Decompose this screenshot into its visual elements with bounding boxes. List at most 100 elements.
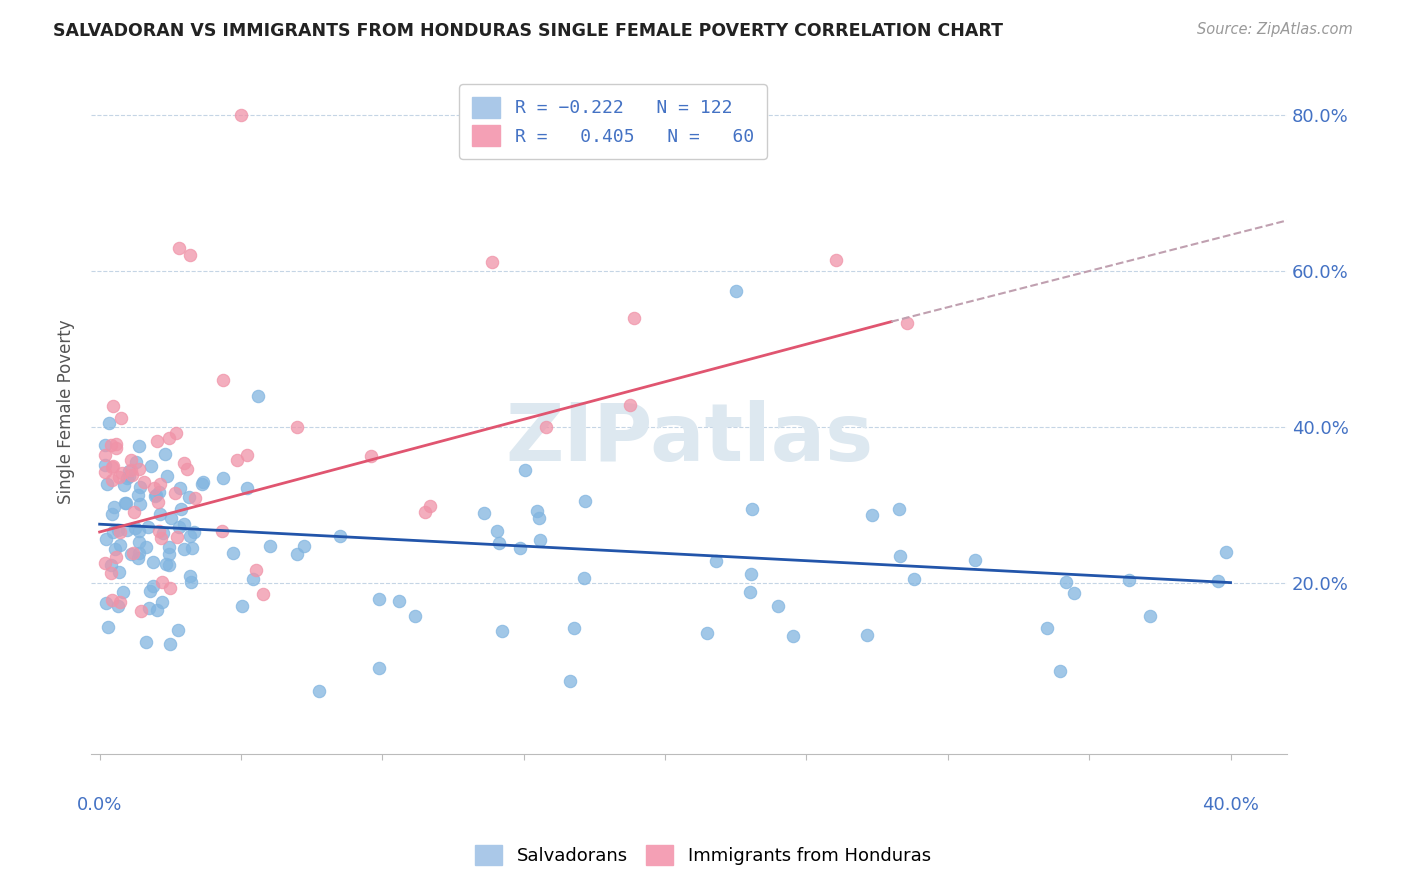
- Point: [115, 496, 138, 510]
- Point: [623, 311, 645, 326]
- Point: [138, 601, 160, 615]
- Point: [159, 511, 181, 525]
- Point: [97, 416, 120, 430]
- Point: [112, 585, 135, 599]
- Point: [179, 569, 201, 583]
- Legend: Salvadorans, Immigrants from Honduras: Salvadorans, Immigrants from Honduras: [468, 838, 938, 872]
- Point: [173, 541, 195, 556]
- Point: [226, 453, 249, 467]
- Point: [562, 621, 585, 635]
- Point: [572, 571, 595, 585]
- Point: [101, 507, 124, 521]
- Point: [94, 458, 117, 472]
- Point: [485, 524, 508, 539]
- Point: [574, 494, 596, 508]
- Point: [129, 480, 152, 494]
- Point: [142, 555, 165, 569]
- Point: [127, 551, 149, 566]
- Point: [153, 446, 176, 460]
- Point: [103, 500, 125, 515]
- Text: ZIPatlas: ZIPatlas: [505, 400, 873, 478]
- Point: [367, 661, 389, 675]
- Point: [146, 603, 169, 617]
- Point: [157, 540, 180, 554]
- Point: [229, 108, 252, 122]
- Point: [509, 541, 531, 555]
- Point: [1049, 664, 1071, 678]
- Point: [103, 459, 125, 474]
- Point: [139, 584, 162, 599]
- Point: [121, 468, 143, 483]
- Point: [529, 533, 551, 548]
- Point: [157, 558, 180, 572]
- Point: [150, 575, 173, 590]
- Point: [94, 596, 117, 610]
- Point: [165, 486, 187, 500]
- Point: [166, 623, 188, 637]
- Point: [167, 241, 190, 255]
- Point: [526, 504, 548, 518]
- Point: [135, 635, 157, 649]
- Point: [696, 626, 718, 640]
- Point: [127, 488, 149, 502]
- Point: [120, 463, 142, 477]
- Point: [1215, 545, 1237, 559]
- Point: [285, 420, 308, 434]
- Point: [96, 477, 118, 491]
- Point: [94, 448, 117, 462]
- Point: [166, 530, 188, 544]
- Point: [111, 467, 134, 481]
- Point: [191, 475, 214, 490]
- Point: [259, 539, 281, 553]
- Point: [108, 539, 131, 553]
- Point: [388, 594, 411, 608]
- Point: [107, 523, 129, 537]
- Point: [136, 520, 159, 534]
- Point: [252, 587, 274, 601]
- Point: [212, 471, 235, 485]
- Point: [128, 461, 150, 475]
- Y-axis label: Single Female Poverty: Single Female Poverty: [58, 319, 75, 504]
- Point: [156, 468, 179, 483]
- Point: [96, 532, 118, 546]
- Point: [741, 501, 763, 516]
- Point: [115, 523, 138, 537]
- Point: [155, 557, 177, 571]
- Point: [118, 464, 141, 478]
- Point: [152, 525, 174, 540]
- Point: [527, 510, 550, 524]
- Point: [738, 585, 761, 599]
- Point: [132, 475, 155, 490]
- Legend: R = −0.222   N = 122, R =   0.405   N =   60: R = −0.222 N = 122, R = 0.405 N = 60: [458, 85, 766, 159]
- Point: [143, 489, 166, 503]
- Point: [181, 541, 204, 555]
- Point: [235, 449, 257, 463]
- Point: [110, 411, 132, 425]
- Point: [94, 438, 117, 452]
- Point: [184, 491, 207, 505]
- Point: [903, 572, 925, 586]
- Point: [150, 531, 173, 545]
- Point: [706, 554, 728, 568]
- Text: 0.0%: 0.0%: [77, 797, 122, 814]
- Point: [128, 534, 150, 549]
- Text: 40.0%: 40.0%: [1202, 797, 1258, 814]
- Point: [157, 547, 180, 561]
- Point: [159, 637, 181, 651]
- Point: [100, 593, 122, 607]
- Point: [180, 575, 202, 590]
- Point: [104, 542, 127, 557]
- Point: [242, 572, 264, 586]
- Point: [112, 478, 135, 492]
- Point: [97, 620, 120, 634]
- Point: [108, 470, 131, 484]
- Point: [170, 502, 193, 516]
- Text: Source: ZipAtlas.com: Source: ZipAtlas.com: [1197, 22, 1353, 37]
- Point: [724, 284, 747, 298]
- Point: [146, 495, 169, 509]
- Point: [179, 248, 201, 262]
- Point: [1118, 573, 1140, 587]
- Point: [108, 524, 131, 539]
- Point: [619, 398, 641, 412]
- Point: [94, 557, 117, 571]
